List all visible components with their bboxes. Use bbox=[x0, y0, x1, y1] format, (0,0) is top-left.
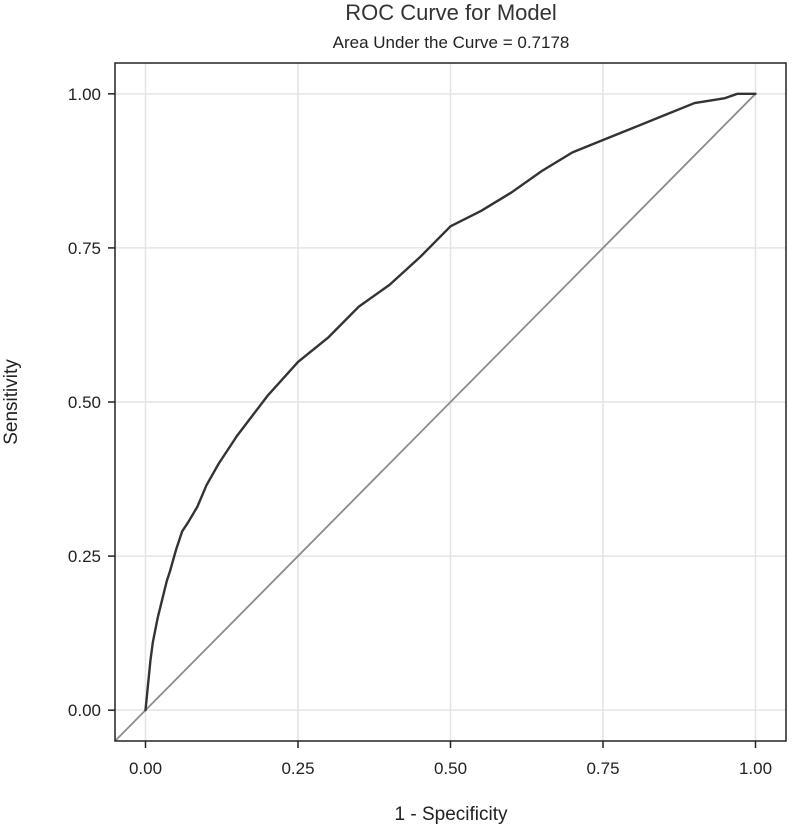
chart-subtitle: Area Under the Curve = 0.7178 bbox=[333, 33, 570, 52]
chart-title: ROC Curve for Model bbox=[345, 0, 557, 25]
x-axis-label: 1 - Specificity bbox=[395, 804, 508, 825]
y-axis-label: Sensitivity bbox=[1, 359, 22, 445]
y-tick-label-4: 1.00 bbox=[68, 85, 101, 104]
y-tick-label-1: 0.25 bbox=[68, 547, 101, 566]
series-layer bbox=[115, 92, 757, 741]
x-tick-label-2: 0.50 bbox=[434, 759, 467, 778]
y-tick-label-2: 0.50 bbox=[68, 393, 101, 412]
x-tick-label-0: 0.00 bbox=[129, 759, 162, 778]
y-tick-label-0: 0.00 bbox=[68, 701, 101, 720]
y-tick-label-3: 0.75 bbox=[68, 239, 101, 258]
y-axis: 0.00 0.25 0.50 0.75 1.00 bbox=[68, 85, 115, 720]
x-axis: 0.00 0.25 0.50 0.75 1.00 bbox=[129, 741, 772, 778]
x-tick-label-3: 0.75 bbox=[586, 759, 619, 778]
x-tick-label-1: 0.25 bbox=[281, 759, 314, 778]
reference-diagonal-line bbox=[115, 92, 757, 741]
grid bbox=[115, 63, 786, 741]
x-tick-label-4: 1.00 bbox=[739, 759, 772, 778]
roc-curve-line bbox=[144, 92, 757, 712]
